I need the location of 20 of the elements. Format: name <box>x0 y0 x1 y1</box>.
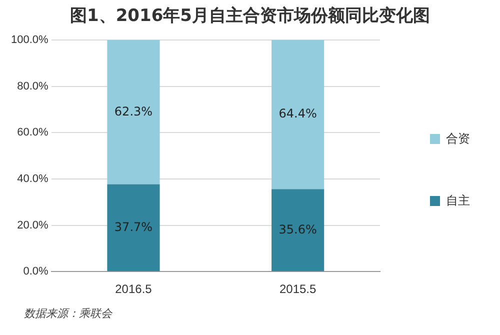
chart-title: 图1、2016年5月自主合资市场份额同比变化图 <box>69 5 431 27</box>
source-note: 数据来源：乘联会 <box>24 306 112 321</box>
legend-label: 自主 <box>446 193 470 208</box>
bar <box>272 189 324 272</box>
y-tick-label: 80.0% <box>17 80 49 92</box>
y-tick-label: 40.0% <box>17 172 49 185</box>
data-label: 37.7% <box>114 220 153 234</box>
data-label: 62.3% <box>114 104 153 118</box>
bar <box>272 40 324 190</box>
y-tick-label: 60.0% <box>17 126 49 139</box>
data-label: 35.6% <box>278 222 317 236</box>
y-tick-label: 0.0% <box>23 266 49 278</box>
x-tick-label: 2016.5 <box>115 282 152 296</box>
y-tick-label: 20.0% <box>17 219 49 232</box>
x-tick-label: 2015.5 <box>279 282 317 296</box>
data-label: 64.4% <box>278 106 317 121</box>
y-tick-label: 100.0% <box>10 34 49 46</box>
legend-label: 合资 <box>446 131 470 146</box>
bar <box>107 40 160 184</box>
bar <box>107 184 160 272</box>
